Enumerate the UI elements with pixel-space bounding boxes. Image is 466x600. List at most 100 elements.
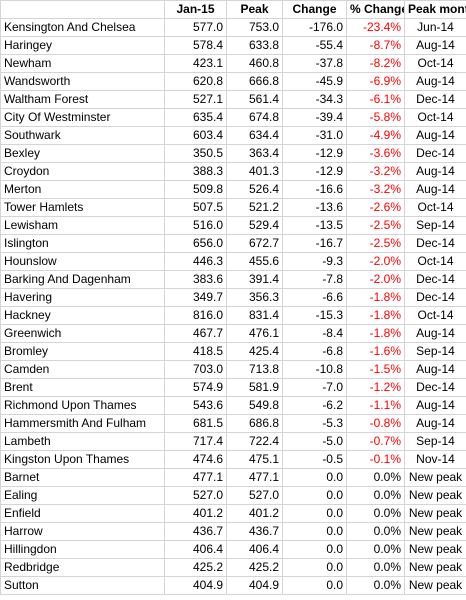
corner-cell xyxy=(0,0,165,19)
value-cell: 0.0% xyxy=(346,486,405,505)
value-cell: Aug-14 xyxy=(404,126,466,145)
value-cell: -176.0 xyxy=(282,18,347,37)
value-cell: 391.4 xyxy=(226,270,283,289)
table-row: Wandsworth 620.8 666.8 -45.9 -6.9% Aug-14 xyxy=(0,72,466,91)
value-cell: 527.0 xyxy=(226,486,283,505)
value-cell: 0.0% xyxy=(346,504,405,523)
value-cell: Sep-14 xyxy=(404,432,466,451)
value-cell: 0.0 xyxy=(282,504,347,523)
value-cell: 0.0 xyxy=(282,576,347,595)
table-body: Kensington And Chelsea 577.0 753.0 -176.0 -2… xyxy=(0,18,466,595)
borough-cell: Kingston Upon Thames xyxy=(0,450,165,469)
value-cell: 674.8 xyxy=(226,108,283,127)
value-cell: 406.4 xyxy=(226,540,283,559)
value-cell: -1.8% xyxy=(346,288,405,307)
borough-cell: Hammersmith And Fulham xyxy=(0,414,165,433)
value-cell: 527.1 xyxy=(164,90,227,109)
value-cell: -0.1% xyxy=(346,450,405,469)
table-row: Greenwich 467.7 476.1 -8.4 -1.8% Aug-14 xyxy=(0,324,466,343)
table-row: Merton 509.8 526.4 -16.6 -3.2% Aug-14 xyxy=(0,180,466,199)
value-cell: -5.0 xyxy=(282,432,347,451)
value-cell: -3.2% xyxy=(346,180,405,199)
value-cell: -7.8 xyxy=(282,270,347,289)
table-row: Islington 656.0 672.7 -16.7 -2.5% Dec-14 xyxy=(0,234,466,253)
borough-cell: Havering xyxy=(0,288,165,307)
value-cell: -16.7 xyxy=(282,234,347,253)
borough-cell: Harrow xyxy=(0,522,165,541)
header-cell: % Change xyxy=(346,0,405,19)
borough-cell: Hillingdon xyxy=(0,540,165,559)
value-cell: Oct-14 xyxy=(404,54,466,73)
value-cell: -8.4 xyxy=(282,324,347,343)
value-cell: -13.5 xyxy=(282,216,347,235)
table-row: Hillingdon 406.4 406.4 0.0 0.0% New peak xyxy=(0,540,466,559)
value-cell: 681.5 xyxy=(164,414,227,433)
value-cell: New peak xyxy=(404,540,466,559)
borough-cell: Lambeth xyxy=(0,432,165,451)
value-cell: 578.4 xyxy=(164,36,227,55)
value-cell: Oct-14 xyxy=(404,198,466,217)
value-cell: 388.3 xyxy=(164,162,227,181)
value-cell: 603.4 xyxy=(164,126,227,145)
value-cell: Aug-14 xyxy=(404,180,466,199)
table-row: Tower Hamlets 507.5 521.2 -13.6 -2.6% Oct-14 xyxy=(0,198,466,217)
borough-cell: Enfield xyxy=(0,504,165,523)
value-cell: 703.0 xyxy=(164,360,227,379)
value-cell: 635.4 xyxy=(164,108,227,127)
borough-cell: Merton xyxy=(0,180,165,199)
value-cell: -8.2% xyxy=(346,54,405,73)
header-cell: Change xyxy=(282,0,347,19)
value-cell: 401.2 xyxy=(164,504,227,523)
value-cell: -12.9 xyxy=(282,144,347,163)
table-row: Waltham Forest 527.1 561.4 -34.3 -6.1% Dec-14 xyxy=(0,90,466,109)
value-cell: 672.7 xyxy=(226,234,283,253)
value-cell: -6.2 xyxy=(282,396,347,415)
value-cell: 475.1 xyxy=(226,450,283,469)
value-cell: Sep-14 xyxy=(404,342,466,361)
table-row: Redbridge 425.2 425.2 0.0 0.0% New peak xyxy=(0,558,466,577)
borough-cell: Barking And Dagenham xyxy=(0,270,165,289)
borough-cell: Wandsworth xyxy=(0,72,165,91)
value-cell: -6.8 xyxy=(282,342,347,361)
value-cell: 581.9 xyxy=(226,378,283,397)
value-cell: Nov-14 xyxy=(404,450,466,469)
table-row: Hammersmith And Fulham 681.5 686.8 -5.3 -0.8… xyxy=(0,414,466,433)
value-cell: -0.8% xyxy=(346,414,405,433)
value-cell: Dec-14 xyxy=(404,378,466,397)
value-cell: Aug-14 xyxy=(404,72,466,91)
value-cell: -31.0 xyxy=(282,126,347,145)
value-cell: 521.2 xyxy=(226,198,283,217)
value-cell: 0.0 xyxy=(282,540,347,559)
value-cell: -6.9% xyxy=(346,72,405,91)
value-cell: 656.0 xyxy=(164,234,227,253)
borough-cell: Greenwich xyxy=(0,324,165,343)
value-cell: Sep-14 xyxy=(404,216,466,235)
value-cell: Aug-14 xyxy=(404,162,466,181)
value-cell: 0.0 xyxy=(282,522,347,541)
borough-cell: Redbridge xyxy=(0,558,165,577)
value-cell: 509.8 xyxy=(164,180,227,199)
value-cell: 620.8 xyxy=(164,72,227,91)
table-row: City Of Westminster 635.4 674.8 -39.4 -5.8% O… xyxy=(0,108,466,127)
table-row: Havering 349.7 356.3 -6.6 -1.8% Dec-14 xyxy=(0,288,466,307)
value-cell: 474.6 xyxy=(164,450,227,469)
value-cell: -2.5% xyxy=(346,216,405,235)
value-cell: 467.7 xyxy=(164,324,227,343)
table-row: Southwark 603.4 634.4 -31.0 -4.9% Aug-14 xyxy=(0,126,466,145)
value-cell: 577.0 xyxy=(164,18,227,37)
borough-cell: Hounslow xyxy=(0,252,165,271)
value-cell: -5.3 xyxy=(282,414,347,433)
table-row: Haringey 578.4 633.8 -55.4 -8.7% Aug-14 xyxy=(0,36,466,55)
value-cell: -23.4% xyxy=(346,18,405,37)
value-cell: -1.2% xyxy=(346,378,405,397)
value-cell: 633.8 xyxy=(226,36,283,55)
borough-cell: Brent xyxy=(0,378,165,397)
value-cell: -8.7% xyxy=(346,36,405,55)
value-cell: Oct-14 xyxy=(404,306,466,325)
table-row: Richmond Upon Thames 543.6 549.8 -6.2 -1.1% A… xyxy=(0,396,466,415)
value-cell: 349.7 xyxy=(164,288,227,307)
value-cell: -45.9 xyxy=(282,72,347,91)
table-row: Hounslow 446.3 455.6 -9.3 -2.0% Oct-14 xyxy=(0,252,466,271)
value-cell: 425.2 xyxy=(226,558,283,577)
